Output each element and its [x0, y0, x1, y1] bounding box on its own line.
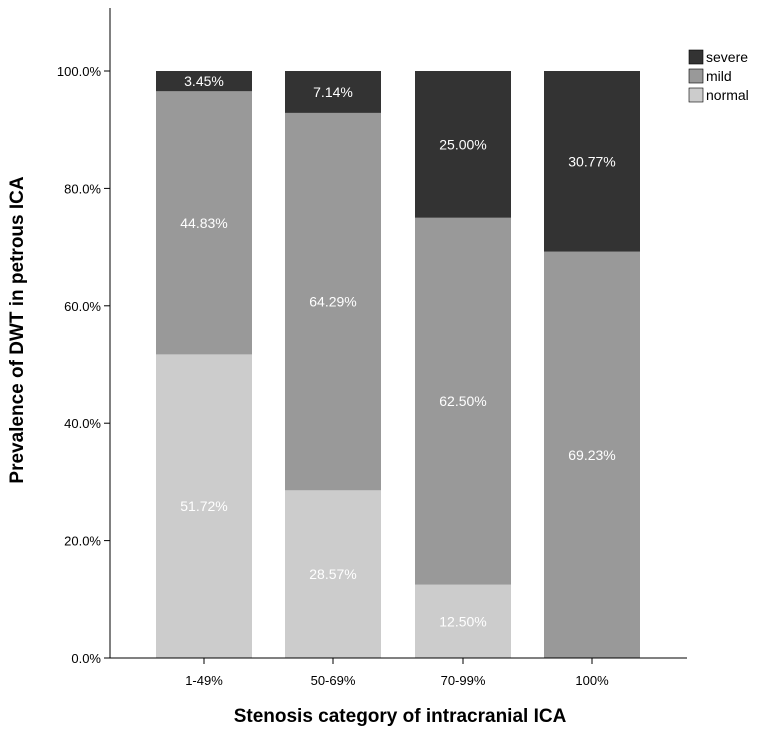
legend-swatch-mild	[688, 68, 704, 84]
bar-segment-normal	[415, 584, 511, 658]
data-label: 28.57%	[309, 566, 356, 582]
bar-segment-severe	[415, 71, 511, 218]
legend-label-severe: severe	[706, 49, 748, 65]
bar-segment-severe	[285, 71, 381, 113]
y-tick-label: 60.0%	[64, 299, 101, 314]
bar-segment-normal	[285, 490, 381, 658]
legend-label-mild: mild	[706, 68, 732, 84]
legend-swatch-normal	[688, 87, 704, 103]
y-axis-title: Prevalence of DWT in petrous ICA	[7, 176, 28, 483]
x-tick-label: 1-49%	[185, 673, 223, 688]
y-tick-label: 80.0%	[64, 181, 101, 196]
data-label: 51.72%	[180, 498, 227, 514]
y-tick-label: 20.0%	[64, 534, 101, 549]
x-tick-label: 100%	[575, 673, 609, 688]
data-label: 25.00%	[439, 136, 486, 152]
x-tick-label: 50-69%	[311, 673, 356, 688]
data-label: 12.50%	[439, 613, 486, 629]
data-label: 69.23%	[568, 447, 615, 463]
y-tick-label: 100.0%	[57, 64, 102, 79]
x-axis-title: Stenosis category of intracranial ICA	[234, 706, 567, 727]
data-label: 64.29%	[309, 294, 356, 310]
data-label: 44.83%	[180, 215, 227, 231]
legend: severe mild normal	[688, 49, 749, 103]
bar-segment-severe	[544, 71, 640, 252]
y-tick-label: 0.0%	[71, 651, 101, 666]
bar-segment-mild	[415, 217, 511, 585]
bar-segment-mild	[156, 91, 252, 355]
axes-group: 0.0% 20.0% 40.0% 60.0% 80.0% 100.0% 1-49% 50-69…	[57, 8, 687, 688]
x-tick-label: 70-99%	[441, 673, 486, 688]
legend-swatch-severe	[688, 49, 704, 65]
data-label: 62.50%	[439, 393, 486, 409]
data-label: 7.14%	[313, 84, 353, 100]
legend-label-normal: normal	[706, 87, 749, 103]
bar-segment-mild	[544, 251, 640, 658]
bar-segment-severe	[156, 71, 252, 92]
data-label: 3.45%	[184, 73, 224, 89]
bar-segment-normal	[156, 354, 252, 658]
data-label: 30.77%	[568, 153, 615, 169]
bar-segment-mild	[285, 112, 381, 491]
bars-group: 51.72% 44.83% 3.45% 28.57% 64.29% 7.14% 12.50%…	[156, 71, 640, 658]
y-tick-label: 40.0%	[64, 416, 101, 431]
